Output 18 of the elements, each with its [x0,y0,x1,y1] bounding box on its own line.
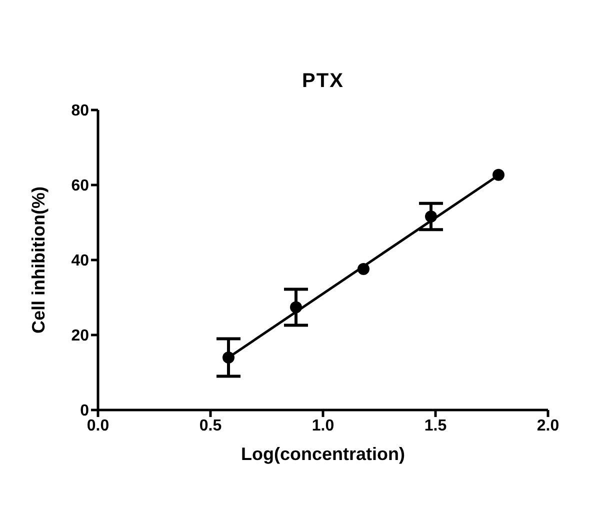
chart-title: PTX [301,69,345,94]
x-axis-title: Log(concentration) [241,444,405,464]
x-tick-label: 0.5 [199,417,222,434]
y-tick-label: 80 [71,102,90,120]
y-axis-title: Cell inhibition(%) [28,186,48,334]
x-tick-label: 2.0 [536,417,560,434]
point [222,352,234,364]
point [425,210,437,222]
x-tick-label: 1.5 [424,417,447,434]
x-tick-label: 1.0 [312,417,334,434]
point [290,301,302,314]
x-tick-label: 0.0 [86,417,110,434]
point [492,168,504,181]
y-tick-label: 40 [71,252,90,270]
y-tick-label: 20 [71,328,90,345]
y-tick-label: 0 [80,402,90,420]
y-tick-label: 60 [71,178,90,195]
point [358,263,370,275]
